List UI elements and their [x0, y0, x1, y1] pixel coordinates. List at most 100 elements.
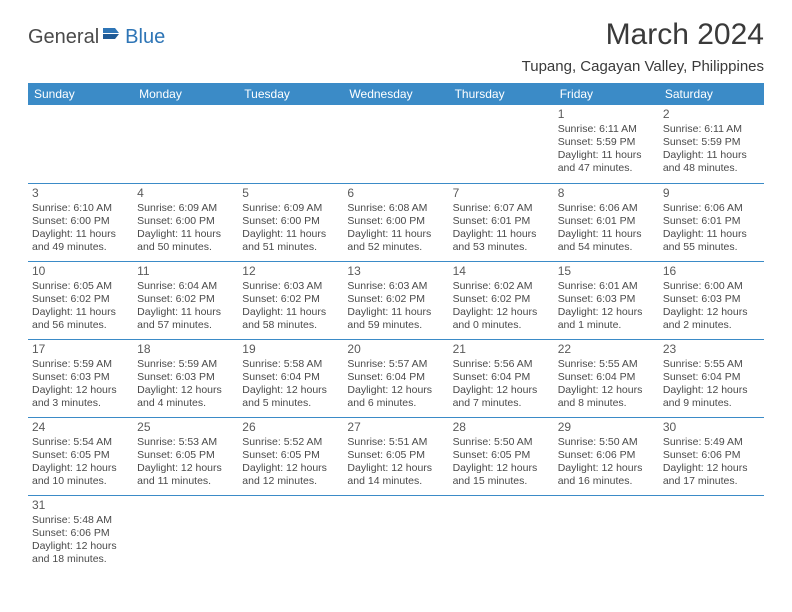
cell-text: Daylight: 11 hours and 56 minutes. [32, 306, 129, 332]
calendar-cell [449, 495, 554, 573]
calendar-cell: 12Sunrise: 6:03 AMSunset: 6:02 PMDayligh… [238, 261, 343, 339]
cell-text: Sunrise: 6:10 AM [32, 202, 129, 215]
calendar-cell [449, 105, 554, 183]
logo: General Blue [28, 26, 165, 49]
cell-text: Sunrise: 6:02 AM [453, 280, 550, 293]
calendar-day-header: Monday [133, 83, 238, 105]
cell-text: Sunrise: 6:09 AM [242, 202, 339, 215]
calendar-cell [659, 495, 764, 573]
calendar-cell: 16Sunrise: 6:00 AMSunset: 6:03 PMDayligh… [659, 261, 764, 339]
calendar-week-row: 17Sunrise: 5:59 AMSunset: 6:03 PMDayligh… [28, 339, 764, 417]
day-number: 16 [663, 264, 760, 279]
cell-text: Sunset: 6:04 PM [347, 371, 444, 384]
day-number: 12 [242, 264, 339, 279]
calendar-day-header: Saturday [659, 83, 764, 105]
calendar-week-row: 10Sunrise: 6:05 AMSunset: 6:02 PMDayligh… [28, 261, 764, 339]
cell-text: Sunset: 6:00 PM [242, 215, 339, 228]
cell-text: Daylight: 11 hours and 53 minutes. [453, 228, 550, 254]
day-number: 2 [663, 107, 760, 122]
calendar-day-header: Friday [554, 83, 659, 105]
calendar-cell [133, 105, 238, 183]
cell-text: Sunrise: 5:48 AM [32, 514, 129, 527]
cell-text: Sunset: 6:02 PM [137, 293, 234, 306]
day-number: 11 [137, 264, 234, 279]
calendar-day-header: Tuesday [238, 83, 343, 105]
cell-text: Sunset: 6:01 PM [558, 215, 655, 228]
day-number: 17 [32, 342, 129, 357]
cell-text: Daylight: 11 hours and 55 minutes. [663, 228, 760, 254]
calendar-cell [133, 495, 238, 573]
calendar-cell: 17Sunrise: 5:59 AMSunset: 6:03 PMDayligh… [28, 339, 133, 417]
cell-text: Sunrise: 6:07 AM [453, 202, 550, 215]
cell-text: Sunrise: 5:55 AM [558, 358, 655, 371]
cell-text: Daylight: 12 hours and 18 minutes. [32, 540, 129, 566]
cell-text: Daylight: 11 hours and 54 minutes. [558, 228, 655, 254]
cell-text: Sunset: 6:01 PM [663, 215, 760, 228]
day-number: 13 [347, 264, 444, 279]
cell-text: Sunset: 6:04 PM [453, 371, 550, 384]
calendar-cell: 7Sunrise: 6:07 AMSunset: 6:01 PMDaylight… [449, 183, 554, 261]
day-number: 10 [32, 264, 129, 279]
calendar-cell: 26Sunrise: 5:52 AMSunset: 6:05 PMDayligh… [238, 417, 343, 495]
cell-text: Daylight: 11 hours and 50 minutes. [137, 228, 234, 254]
cell-text: Daylight: 12 hours and 1 minute. [558, 306, 655, 332]
calendar-week-row: 1Sunrise: 6:11 AMSunset: 5:59 PMDaylight… [28, 105, 764, 183]
cell-text: Sunset: 6:00 PM [347, 215, 444, 228]
logo-text-blue: Blue [125, 26, 165, 49]
calendar-cell: 13Sunrise: 6:03 AMSunset: 6:02 PMDayligh… [343, 261, 448, 339]
calendar-cell: 29Sunrise: 5:50 AMSunset: 6:06 PMDayligh… [554, 417, 659, 495]
cell-text: Sunset: 6:05 PM [32, 449, 129, 462]
calendar-table: SundayMondayTuesdayWednesdayThursdayFrid… [28, 83, 764, 573]
cell-text: Sunset: 6:03 PM [32, 371, 129, 384]
cell-text: Daylight: 11 hours and 48 minutes. [663, 149, 760, 175]
cell-text: Sunset: 6:05 PM [453, 449, 550, 462]
cell-text: Sunset: 6:03 PM [558, 293, 655, 306]
cell-text: Sunset: 6:01 PM [453, 215, 550, 228]
calendar-cell: 19Sunrise: 5:58 AMSunset: 6:04 PMDayligh… [238, 339, 343, 417]
cell-text: Daylight: 12 hours and 16 minutes. [558, 462, 655, 488]
cell-text: Sunset: 6:05 PM [137, 449, 234, 462]
cell-text: Sunrise: 6:11 AM [663, 123, 760, 136]
day-number: 26 [242, 420, 339, 435]
cell-text: Sunset: 6:05 PM [242, 449, 339, 462]
cell-text: Sunset: 6:06 PM [32, 527, 129, 540]
cell-text: Sunset: 6:02 PM [453, 293, 550, 306]
day-number: 22 [558, 342, 655, 357]
calendar-cell: 6Sunrise: 6:08 AMSunset: 6:00 PMDaylight… [343, 183, 448, 261]
cell-text: Sunrise: 6:06 AM [663, 202, 760, 215]
cell-text: Sunrise: 5:49 AM [663, 436, 760, 449]
cell-text: Sunset: 6:04 PM [663, 371, 760, 384]
day-number: 27 [347, 420, 444, 435]
calendar-cell: 3Sunrise: 6:10 AMSunset: 6:00 PMDaylight… [28, 183, 133, 261]
day-number: 23 [663, 342, 760, 357]
cell-text: Sunset: 6:02 PM [32, 293, 129, 306]
day-number: 5 [242, 186, 339, 201]
calendar-cell [343, 105, 448, 183]
cell-text: Sunrise: 5:54 AM [32, 436, 129, 449]
cell-text: Sunrise: 6:03 AM [347, 280, 444, 293]
cell-text: Sunset: 6:02 PM [347, 293, 444, 306]
cell-text: Sunrise: 6:09 AM [137, 202, 234, 215]
cell-text: Daylight: 11 hours and 57 minutes. [137, 306, 234, 332]
cell-text: Daylight: 12 hours and 7 minutes. [453, 384, 550, 410]
calendar-cell: 8Sunrise: 6:06 AMSunset: 6:01 PMDaylight… [554, 183, 659, 261]
cell-text: Daylight: 12 hours and 12 minutes. [242, 462, 339, 488]
day-number: 3 [32, 186, 129, 201]
cell-text: Sunset: 6:00 PM [32, 215, 129, 228]
cell-text: Sunrise: 5:51 AM [347, 436, 444, 449]
cell-text: Sunrise: 6:00 AM [663, 280, 760, 293]
calendar-cell: 24Sunrise: 5:54 AMSunset: 6:05 PMDayligh… [28, 417, 133, 495]
cell-text: Daylight: 11 hours and 49 minutes. [32, 228, 129, 254]
cell-text: Daylight: 12 hours and 11 minutes. [137, 462, 234, 488]
cell-text: Sunset: 6:00 PM [137, 215, 234, 228]
cell-text: Daylight: 11 hours and 59 minutes. [347, 306, 444, 332]
day-number: 24 [32, 420, 129, 435]
day-number: 21 [453, 342, 550, 357]
calendar-cell: 9Sunrise: 6:06 AMSunset: 6:01 PMDaylight… [659, 183, 764, 261]
cell-text: Sunrise: 6:08 AM [347, 202, 444, 215]
calendar-day-header: Thursday [449, 83, 554, 105]
cell-text: Daylight: 12 hours and 5 minutes. [242, 384, 339, 410]
day-number: 7 [453, 186, 550, 201]
cell-text: Daylight: 12 hours and 0 minutes. [453, 306, 550, 332]
day-number: 28 [453, 420, 550, 435]
